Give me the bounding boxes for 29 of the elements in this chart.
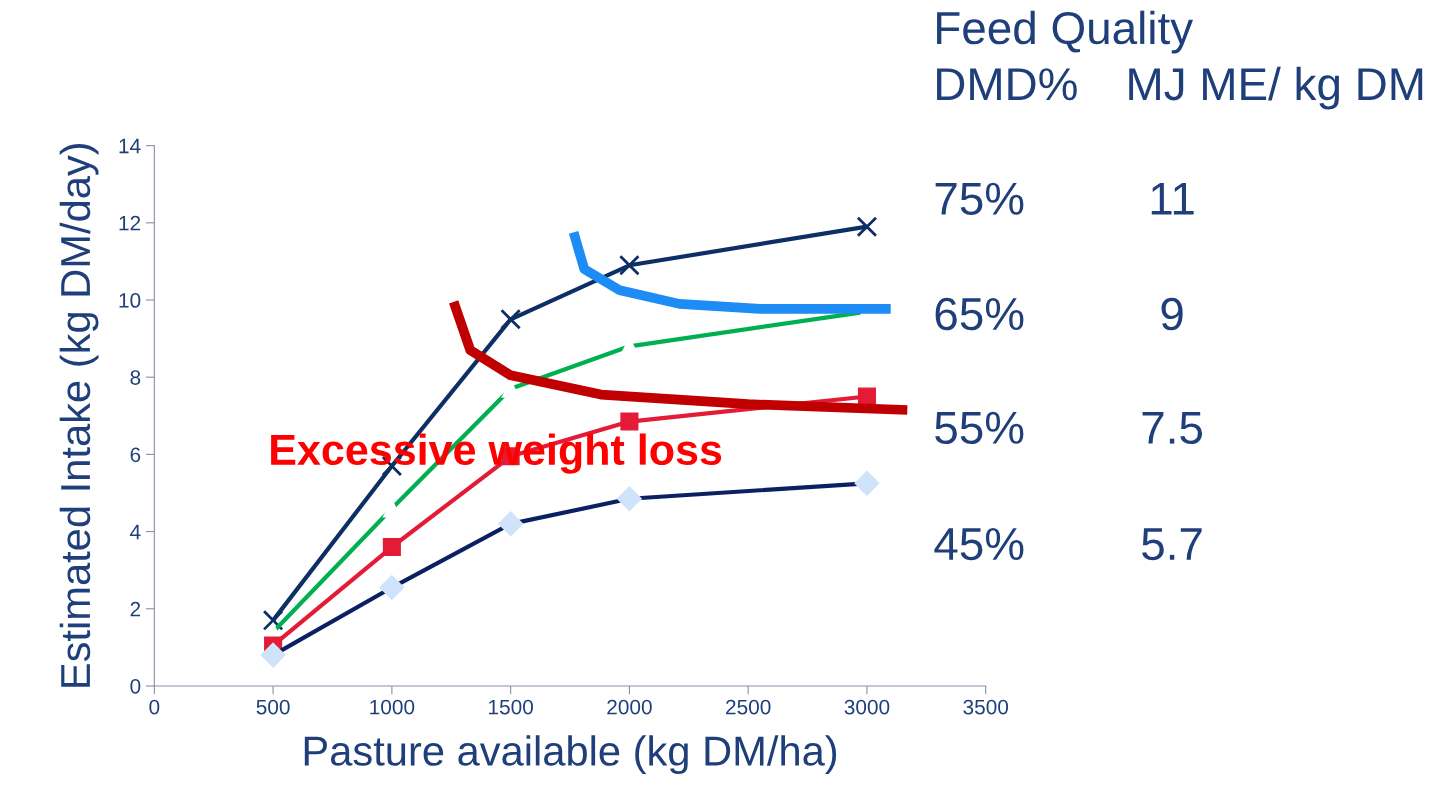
x-tick-label: 1000 — [370, 699, 415, 715]
x-axis-title: Pasture available (kg DM/ha) — [304, 735, 837, 775]
text: MJ ME/ kg DM — [1129, 66, 1423, 110]
y-tick-label: 2 — [130, 601, 141, 617]
y-tick-label: 10 — [119, 293, 141, 308]
text: 7.5 — [1142, 412, 1203, 445]
x-tick-label: 500 — [256, 699, 290, 715]
x-tick-label: 3000 — [844, 699, 890, 715]
text: Feed Quality — [937, 10, 1194, 54]
y-axis-title: Estimated Intake (kg DM/day) — [59, 143, 99, 687]
y-tick-label: 14 — [119, 138, 141, 154]
x-tick-label: 2000 — [607, 699, 652, 715]
annotation: 45% — [934, 527, 1024, 561]
y-tick-label: 0 — [130, 678, 141, 694]
text: 9 — [1161, 297, 1183, 331]
y-tick-label: 8 — [130, 370, 141, 385]
x-tick-label: 1500 — [489, 699, 533, 715]
text: 11 — [1151, 182, 1194, 215]
annotation: 55% — [935, 411, 1024, 445]
annotation: 75% — [935, 182, 1024, 215]
x-tick-label: 0 — [149, 699, 160, 715]
annotation: 65% — [935, 297, 1024, 331]
text: 5.7 — [1142, 528, 1202, 561]
y-tick-label: 6 — [130, 447, 141, 463]
x-tick-label: 3500 — [963, 699, 1009, 715]
y-tick-label: 12 — [119, 215, 141, 231]
text: DMD% — [937, 68, 1077, 101]
y-tick-label: 4 — [130, 524, 141, 540]
x-tick-label: 2500 — [726, 699, 771, 715]
